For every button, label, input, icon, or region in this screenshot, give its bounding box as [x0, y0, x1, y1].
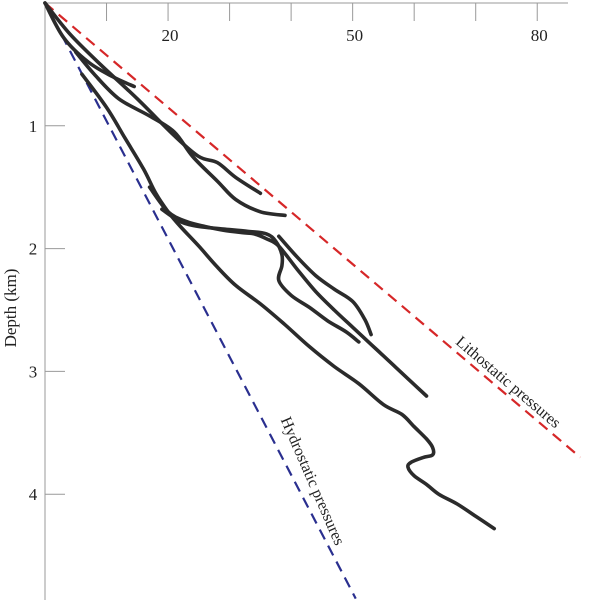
y-tick-label-3: 3 — [29, 362, 38, 381]
lithostatic-label: Lithostatic pressures — [452, 333, 563, 432]
y-axis-title: Depth (km) — [1, 269, 20, 348]
pressure-profile-7 — [277, 234, 373, 337]
pressure-profile-2 — [43, 1, 263, 196]
hydrostatic-line — [44, 2, 357, 600]
pressure-profile-3 — [74, 50, 287, 218]
x-tick-label-50: 50 — [346, 26, 363, 45]
lithostatic-line — [44, 2, 582, 459]
y-tick-label-2: 2 — [29, 240, 38, 259]
pressure-profile-6 — [160, 207, 361, 344]
x-tick-label-20: 20 — [162, 26, 179, 45]
labels: Depth (km) Lithostatic pressures Hydrost… — [1, 269, 564, 548]
hydrostatic-label: Hydrostatic pressures — [277, 414, 348, 548]
reference-lines — [44, 2, 582, 600]
data-series — [43, 1, 496, 531]
y-tick-label-4: 4 — [29, 485, 38, 504]
pressure-profile-4 — [80, 72, 496, 531]
y-tick-label-1: 1 — [29, 117, 38, 136]
x-tick-label-80: 80 — [531, 26, 548, 45]
axes: 20 50 80 1 2 3 4 — [29, 2, 568, 600]
